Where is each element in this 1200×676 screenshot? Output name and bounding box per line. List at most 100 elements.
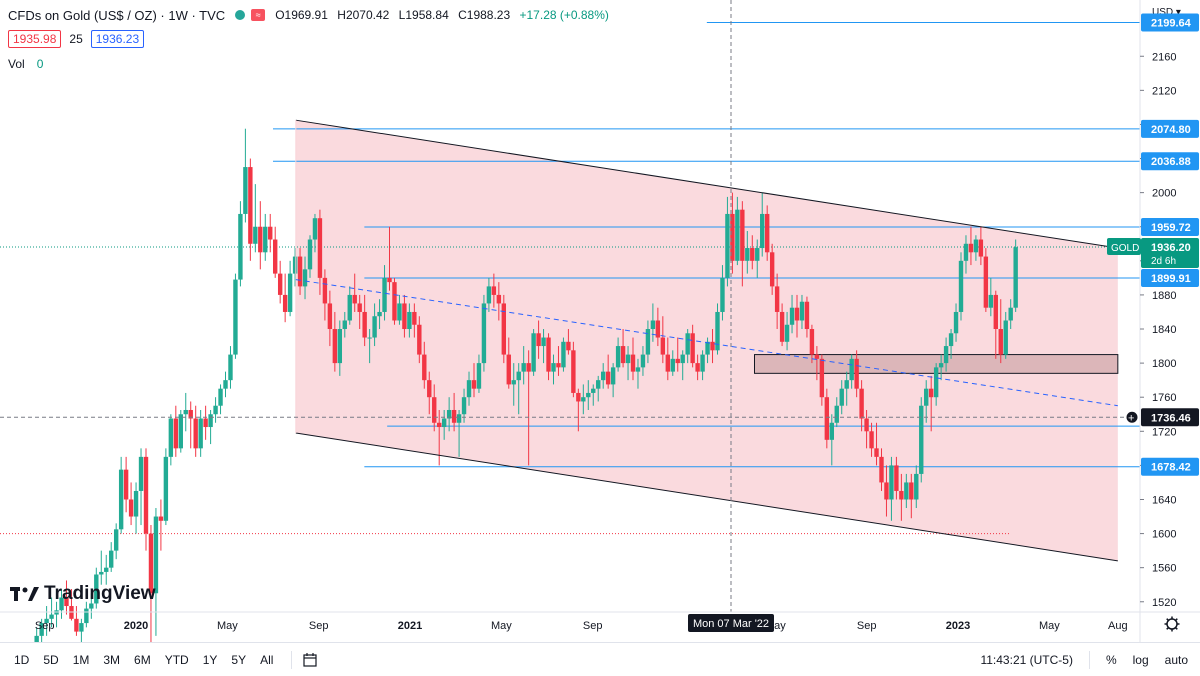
price-axis-bg xyxy=(1140,0,1200,642)
candle-body xyxy=(909,482,914,500)
candle-body xyxy=(412,311,417,325)
y-tick-label: 1560 xyxy=(1152,563,1176,575)
date-range-icon[interactable] xyxy=(302,652,318,668)
candle-body xyxy=(402,303,407,330)
candle-body xyxy=(829,422,834,440)
candle-body xyxy=(34,635,39,645)
tradingview-logo[interactable]: TradingView xyxy=(10,583,156,605)
candle-body xyxy=(988,294,994,308)
bid-button[interactable]: 1935.98 xyxy=(8,30,62,48)
candle-body xyxy=(128,499,134,517)
candle-body xyxy=(471,380,477,389)
candle-body xyxy=(943,346,949,364)
candle-body xyxy=(630,354,636,372)
toolbar-divider-right xyxy=(1088,650,1090,669)
candle-body xyxy=(466,380,472,398)
timeframe-1y[interactable]: 1Y xyxy=(202,652,218,667)
candle-body xyxy=(904,482,909,500)
price-label-tag xyxy=(1141,457,1199,476)
candle-body xyxy=(501,303,507,355)
percent-toggle[interactable]: % xyxy=(1105,652,1117,667)
candle-body xyxy=(94,574,99,604)
candle-body xyxy=(948,333,954,347)
candle-body xyxy=(809,329,815,355)
y-tick-label: 1760 xyxy=(1152,392,1176,404)
spread-value: 25 xyxy=(69,32,83,46)
ohlc-readout: O1969.91 H2070.42 L1958.84 C1988.23 +17.… xyxy=(275,8,609,22)
timeframe-1m[interactable]: 1M xyxy=(72,652,90,667)
crosshair-date-text: Mon 07 Mar '22 xyxy=(693,618,769,630)
candle-body xyxy=(591,388,596,393)
volume-value: 0 xyxy=(36,57,44,71)
y-tick-label: 1880 xyxy=(1152,290,1176,302)
candle-body xyxy=(268,226,273,240)
replay-icon[interactable]: ≈ xyxy=(251,9,266,21)
settings-gear-icon[interactable] xyxy=(1164,616,1180,632)
timeframe-all[interactable]: All xyxy=(260,652,274,667)
candle-body xyxy=(297,256,303,287)
candle-body xyxy=(784,324,790,342)
candle-body xyxy=(486,286,492,304)
add-alert-icon[interactable] xyxy=(1125,410,1139,424)
auto-toggle[interactable]: auto xyxy=(1164,652,1188,667)
candle-body xyxy=(198,418,203,449)
candle-body xyxy=(779,311,785,342)
candle-body xyxy=(158,516,164,521)
candle-body xyxy=(104,567,109,572)
current-price-value: 1936.20 xyxy=(1151,242,1191,254)
candle-body xyxy=(317,218,323,278)
price-label-text: 1899.91 xyxy=(1151,273,1191,285)
dashed-trend-line xyxy=(295,279,1118,407)
candle-body xyxy=(720,277,725,312)
clock[interactable]: 11:43:21 (UTC-5) xyxy=(980,652,1073,667)
candle-body xyxy=(968,243,974,253)
timeframe-6m[interactable]: 6M xyxy=(134,652,151,667)
candle-body xyxy=(183,409,188,415)
candle-body xyxy=(461,397,467,415)
price-label-tag xyxy=(1141,119,1199,138)
candle-body xyxy=(794,307,800,321)
candle-body xyxy=(670,358,675,372)
channel-fill xyxy=(295,120,1118,561)
timeframe-1d[interactable]: 1D xyxy=(14,652,30,667)
candle-body xyxy=(665,354,670,372)
timeframe-3m[interactable]: 3M xyxy=(103,652,121,667)
ask-button[interactable]: 1936.23 xyxy=(90,30,145,48)
candle-body xyxy=(39,623,44,636)
candle-body xyxy=(700,354,705,372)
candle-body xyxy=(874,448,879,457)
bid-ask: 1935.98 25 1936.23 xyxy=(8,30,145,48)
x-tick-label: May xyxy=(491,620,512,632)
candle-body xyxy=(536,333,541,347)
candle-body xyxy=(849,358,854,381)
candle-body xyxy=(223,380,228,389)
price-label-tag xyxy=(1141,268,1199,287)
candle-body xyxy=(133,490,139,517)
candle-body xyxy=(258,226,263,253)
candle-body xyxy=(933,367,939,398)
candle-body xyxy=(799,301,805,321)
candle-body xyxy=(263,226,268,253)
candle-body xyxy=(879,456,884,483)
log-toggle[interactable]: log xyxy=(1132,652,1149,667)
candle-body xyxy=(610,367,616,385)
candle-body xyxy=(735,209,740,261)
candle-body xyxy=(635,367,641,372)
candle-body xyxy=(655,320,661,338)
candle-body xyxy=(322,277,328,304)
candle-body xyxy=(645,329,651,355)
candle-body xyxy=(625,354,631,364)
candle-body xyxy=(581,397,586,402)
timeframe-5d[interactable]: 5D xyxy=(43,652,59,667)
timeframe-5y[interactable]: 5Y xyxy=(231,652,247,667)
candle-body xyxy=(605,371,611,385)
candle-body xyxy=(889,465,894,500)
candle-body xyxy=(143,456,149,534)
y-tick-label: 1520 xyxy=(1152,597,1176,609)
symbol-title[interactable]: CFDs on Gold (US$ / OZ) · 1W · TVC xyxy=(8,7,226,23)
candle-body xyxy=(884,482,889,500)
close-value: 1988.23 xyxy=(466,8,511,22)
y-tick-label: 2000 xyxy=(1152,188,1176,200)
timeframe-ytd[interactable]: YTD xyxy=(164,652,189,667)
